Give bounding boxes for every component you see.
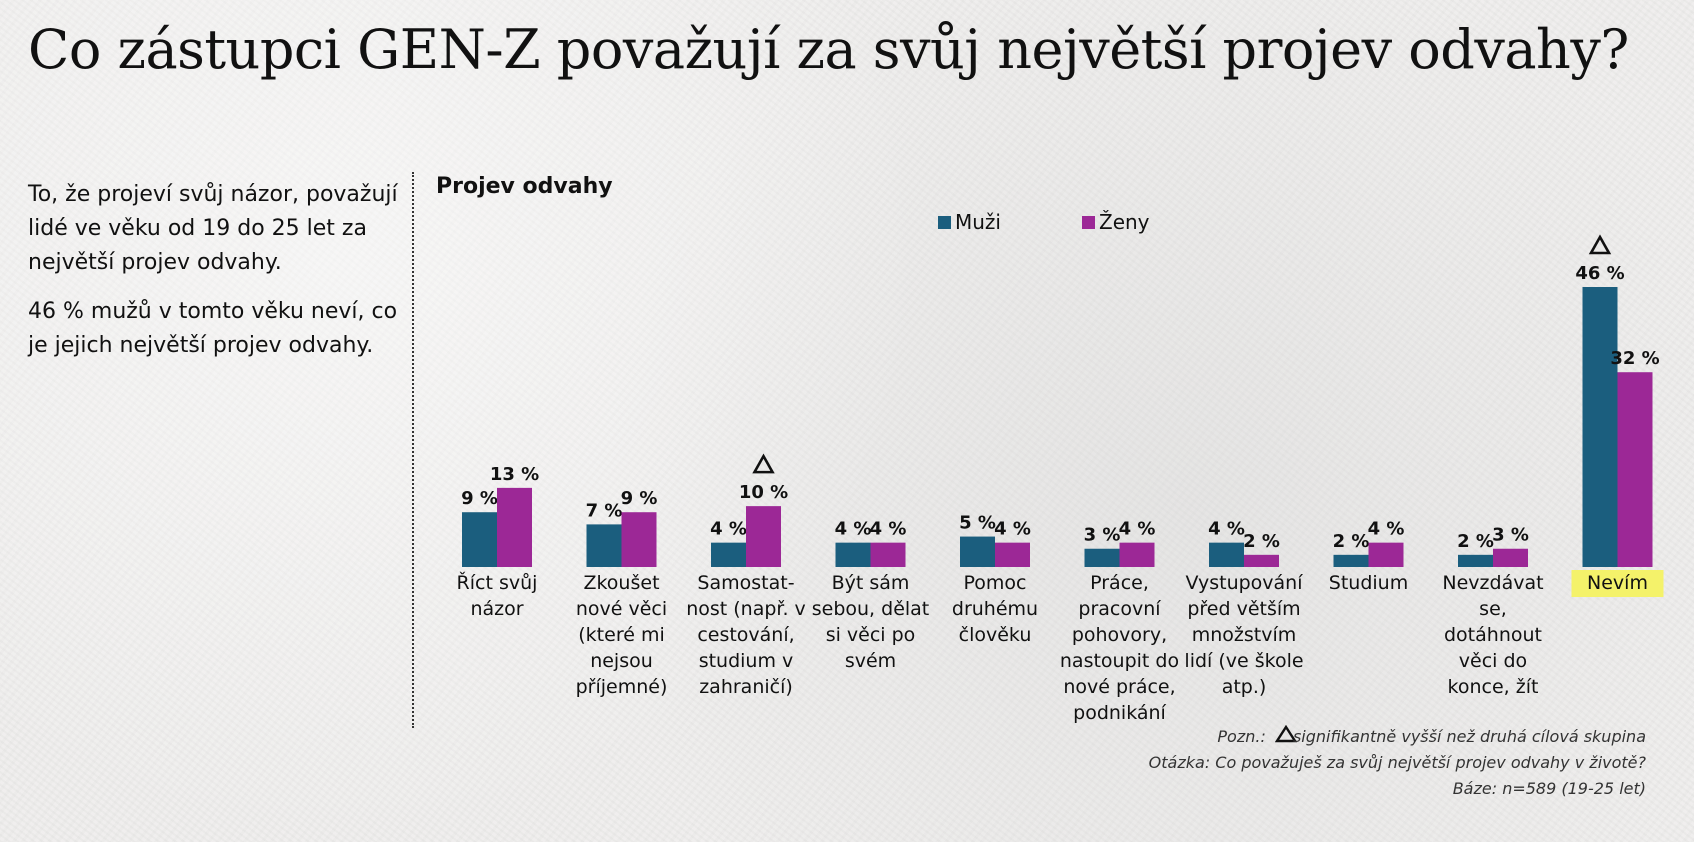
legend-item-muzi: Muži: [938, 210, 1001, 234]
data-label-muzi-8: 2 %: [1457, 531, 1494, 552]
data-label-zeny-8: 3 %: [1492, 525, 1529, 546]
significance-marker-9: [1588, 234, 1612, 255]
data-label-zeny-1: 9 %: [621, 488, 658, 509]
bar-muzi-0: [462, 512, 497, 567]
data-label-muzi-3: 4 %: [835, 519, 872, 540]
page-title: Co zástupci GEN-Z považují za svůj nejvě…: [28, 18, 1629, 81]
category-label-3: Být sám sebou, dělat si věci po svém: [812, 572, 930, 672]
data-label-muzi-9: 46 %: [1575, 263, 1624, 284]
bar-zeny-1: [621, 512, 657, 567]
bar-zeny-4: [995, 542, 1030, 567]
bar-zeny-3: [870, 542, 906, 567]
data-label-zeny-5: 4 %: [1119, 519, 1156, 540]
footer-note-label: Pozn.:: [1217, 727, 1266, 746]
footer-question: Otázka: Co považuješ za svůj největší pr…: [1148, 753, 1646, 772]
side-text: To, že projeví svůj názor, považují lidé…: [28, 178, 398, 378]
footer-base: Báze: n=589 (19-25 let): [1452, 779, 1646, 798]
category-label-9: Nevím: [1587, 572, 1648, 594]
data-label-zeny-9: 32 %: [1610, 348, 1659, 369]
category-label-7: Studium: [1329, 572, 1408, 594]
bar-zeny-2: [746, 506, 781, 567]
footer: Pozn.: signifikantně vyšší než druhá cíl…: [1149, 724, 1646, 802]
data-label-muzi-7: 2 %: [1333, 531, 1370, 552]
bar-zeny-7: [1368, 542, 1404, 567]
bar-muzi-6: [1209, 542, 1244, 567]
significance-triangle-icon: [1274, 725, 1297, 743]
legend-label-zeny: Ženy: [1099, 210, 1150, 234]
bar-muzi-3: [835, 542, 871, 567]
bar-muzi-7: [1333, 554, 1369, 567]
data-label-zeny-2: 10 %: [739, 482, 788, 503]
bar-muzi-4: [960, 536, 995, 567]
category-label-1: Zkoušet nové věci (které mi nejsou příjemné): [576, 572, 668, 698]
category-label-6: Vystupování před větším množstvím lidí (ve …: [1184, 572, 1303, 698]
data-label-muzi-4: 5 %: [959, 513, 996, 534]
data-label-zeny-3: 4 %: [870, 519, 907, 540]
footer-note-text: signifikantně vyšší než druhá cílová sku…: [1292, 727, 1646, 746]
highlight-box: [1571, 570, 1664, 597]
bar-muzi-9: [1582, 287, 1618, 567]
category-label-5: Práce, pracovní pohovory, nastoupit do nové …: [1060, 572, 1179, 724]
category-label-8: Nevzdávat se, dotáhnout věci do konce, žít: [1442, 572, 1543, 698]
bar-zeny-9: [1617, 372, 1653, 567]
bar-zeny-5: [1119, 542, 1155, 567]
bar-zeny-6: [1244, 554, 1279, 567]
category-label-4: Pomoc druhému člověku: [952, 572, 1038, 646]
category-label-2: Samostat-nost (např. v cestování, studium …: [686, 572, 806, 698]
bar-muzi-5: [1084, 548, 1120, 567]
bar-muzi-8: [1458, 554, 1493, 567]
side-paragraph-1: To, že projeví svůj názor, považují lidé…: [28, 182, 398, 275]
side-paragraph-2: 46 % mužů v tomto věku neví, co je jejic…: [28, 299, 398, 358]
bar-zeny-8: [1493, 548, 1528, 567]
legend-label-muzi: Muži: [955, 210, 1001, 234]
legend-swatch-muzi: [938, 216, 951, 229]
data-label-muzi-6: 4 %: [1208, 519, 1245, 540]
data-label-muzi-1: 7 %: [586, 500, 623, 521]
footer-note: Pozn.: signifikantně vyšší než druhá cíl…: [1149, 724, 1646, 750]
dotted-divider: [412, 172, 414, 728]
bar-muzi-1: [586, 524, 622, 567]
data-label-muzi-2: 4 %: [710, 519, 747, 540]
data-label-zeny-4: 4 %: [994, 519, 1031, 540]
data-label-muzi-5: 3 %: [1084, 525, 1121, 546]
data-label-zeny-0: 13 %: [490, 464, 539, 485]
data-label-muzi-0: 9 %: [461, 488, 498, 509]
bar-muzi-2: [711, 542, 746, 567]
data-label-zeny-6: 2 %: [1243, 531, 1280, 552]
bar-zeny-0: [497, 487, 532, 567]
chart-title: Projev odvahy: [436, 174, 613, 199]
significance-marker-2: [752, 453, 775, 474]
legend-item-zeny: Ženy: [1082, 210, 1150, 234]
legend-swatch-zeny: [1082, 216, 1095, 229]
category-label-0: Říct svůj názor: [457, 571, 538, 620]
data-label-zeny-7: 4 %: [1368, 519, 1405, 540]
